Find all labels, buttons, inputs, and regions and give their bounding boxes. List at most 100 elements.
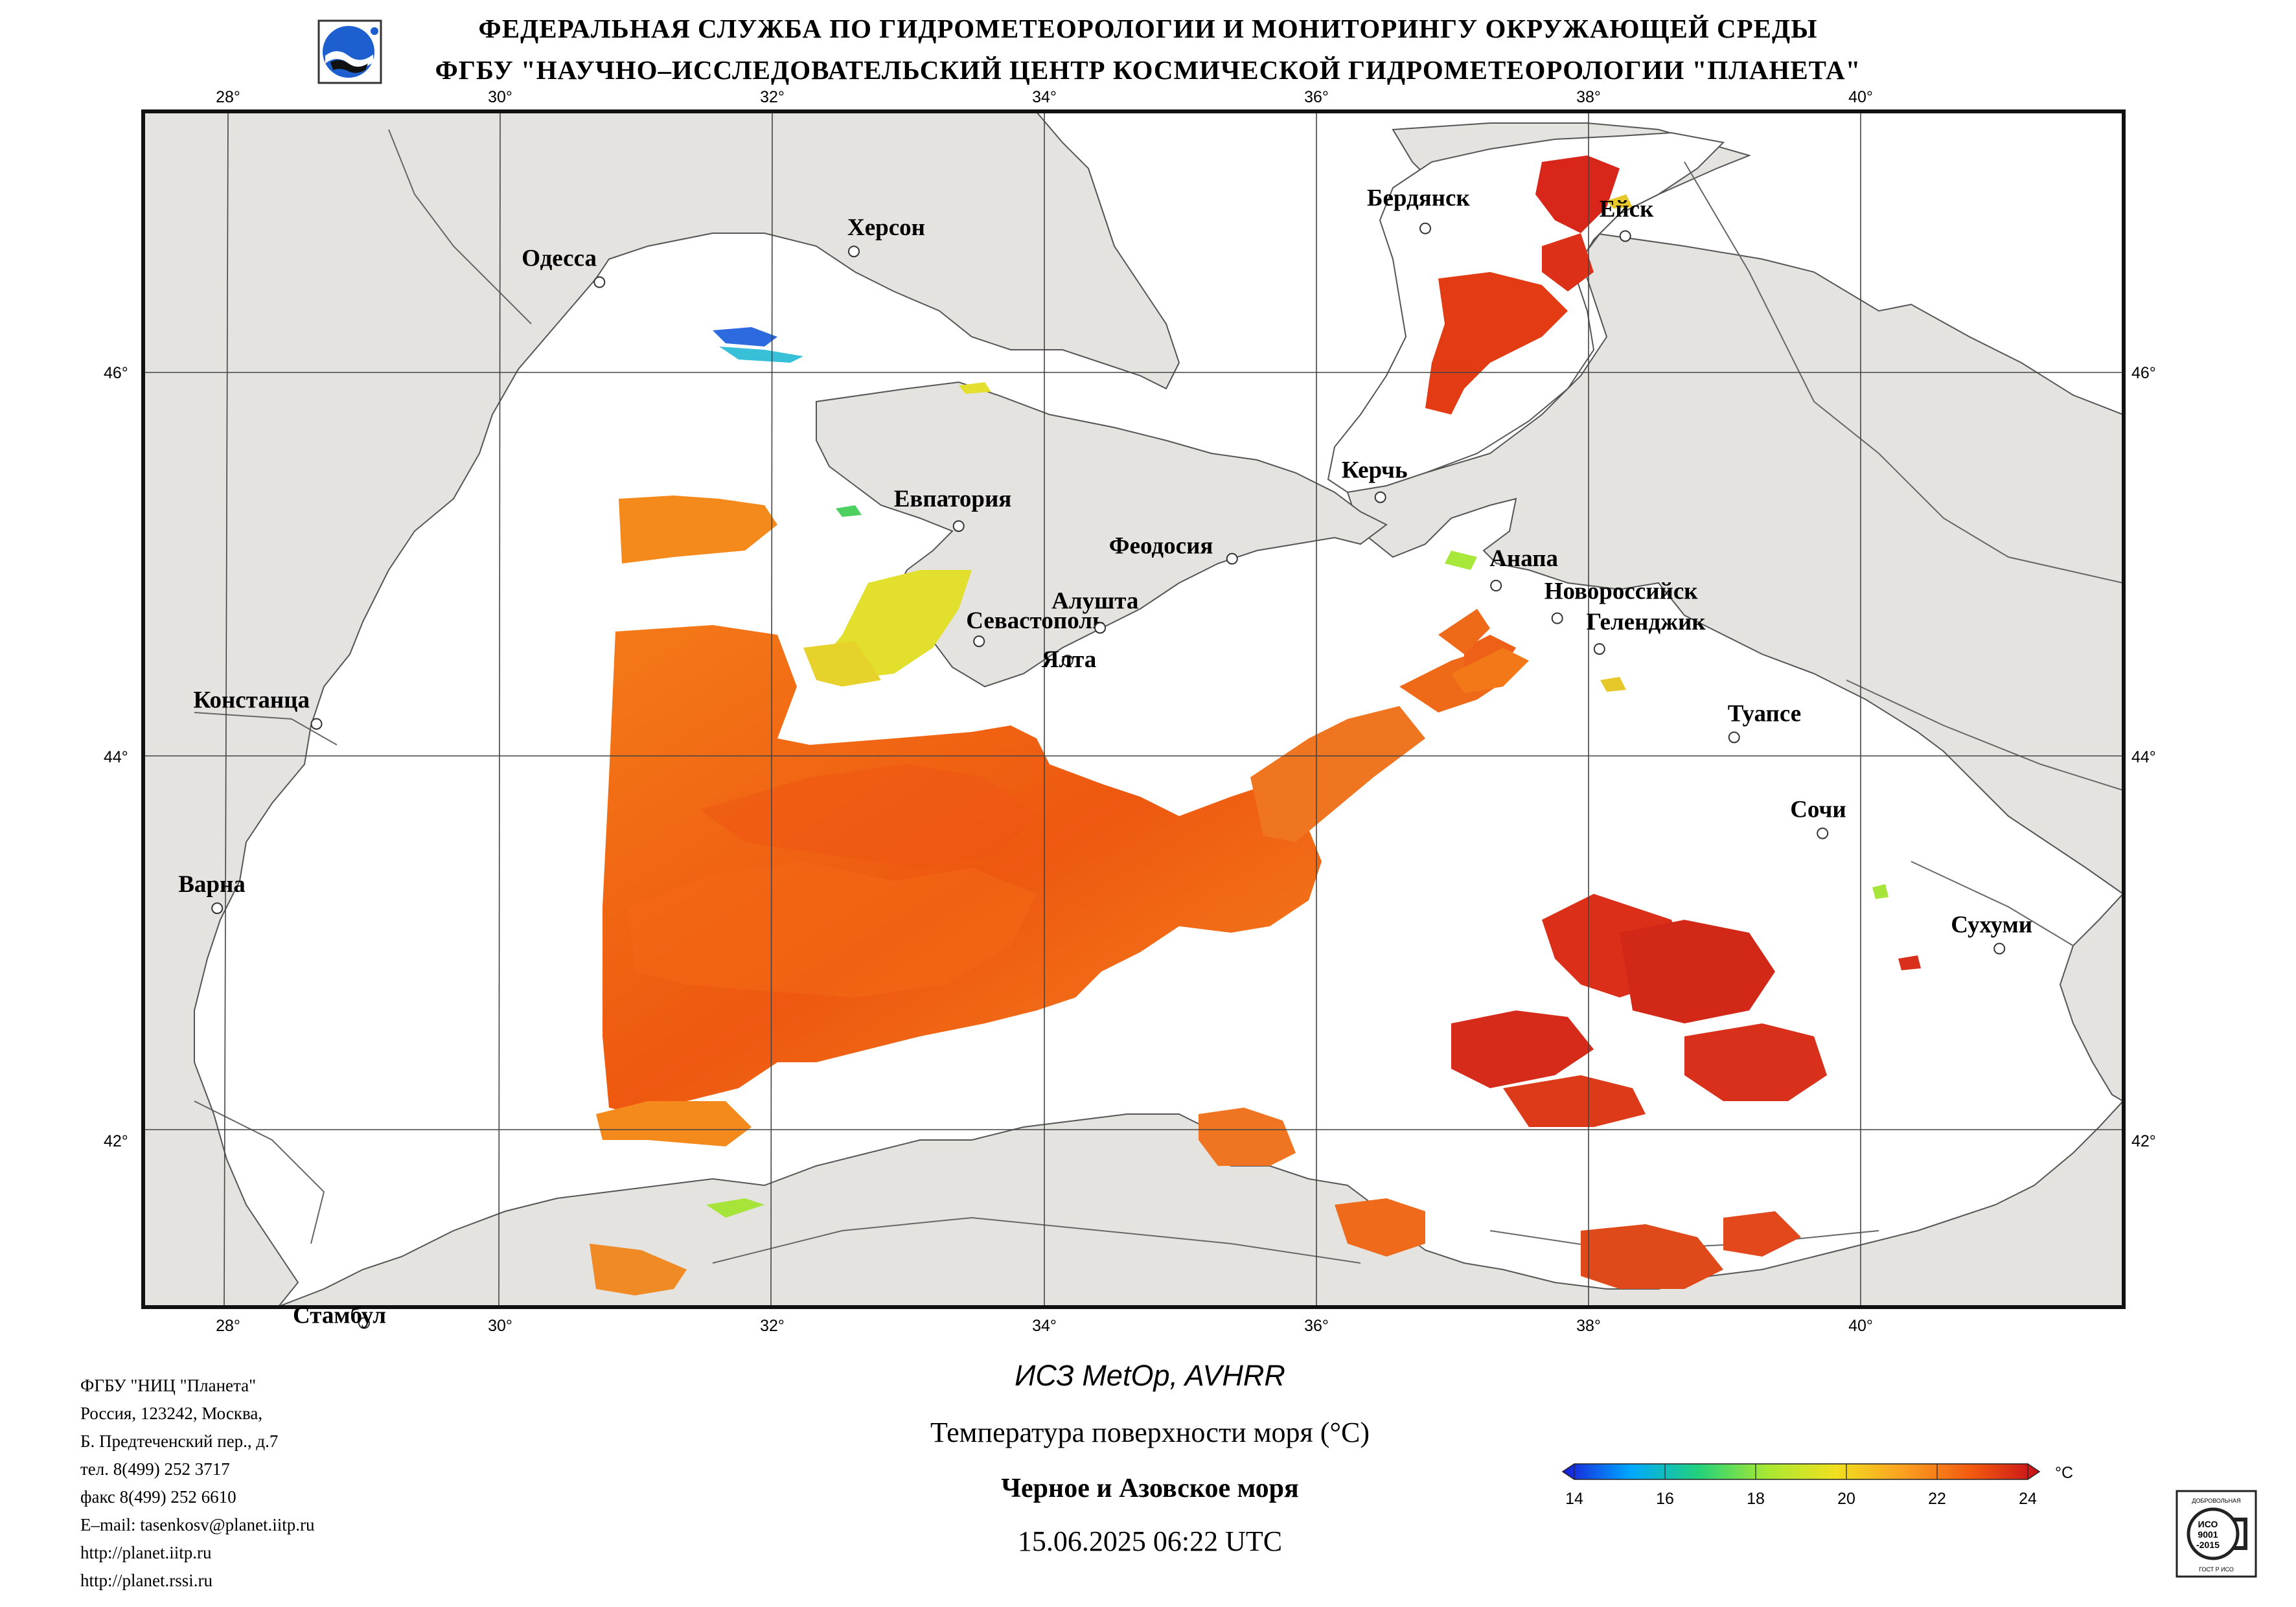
sst-patches <box>590 155 1921 1295</box>
colorbar-unit: °C <box>2055 1464 2073 1482</box>
city-name: Констанца <box>194 687 310 714</box>
header-subtitle: ФГБУ "НАУЧНО–ИССЛЕДОВАТЕЛЬСКИЙ ЦЕНТР КОС… <box>435 55 1861 85</box>
city-marker: Евпатория <box>894 486 1012 532</box>
colorbar-tick: 18 <box>1747 1490 1765 1508</box>
org-name: ФГБУ "НИЦ "Планета" <box>80 1376 257 1395</box>
city-name: Бердянск <box>1367 185 1470 212</box>
city-dot <box>593 276 606 288</box>
city-marker: Сухуми <box>1951 912 2032 955</box>
land-south <box>278 1100 2123 1306</box>
city-name: Стамбул <box>293 1303 386 1329</box>
contact-info: ФГБУ "НИЦ "Планета" Россия, 123242, Моск… <box>80 1372 315 1595</box>
city-name: Керчь <box>1342 457 1408 484</box>
city-dot <box>310 718 323 730</box>
lat-tick-right: 44° <box>2131 748 2156 766</box>
fax: факс 8(499) 252 6610 <box>80 1487 236 1507</box>
city-dot <box>1094 622 1107 634</box>
iso-mid2: 9001 <box>2198 1529 2218 1540</box>
city-dot <box>1490 580 1502 592</box>
lon-tick-bottom: 36° <box>1304 1317 1329 1335</box>
land-crimea <box>816 381 1388 688</box>
lon-tick-bottom: 38° <box>1576 1317 1601 1335</box>
city-name: Сухуми <box>1951 912 2032 939</box>
city-marker: Бердянск <box>1367 185 1470 234</box>
lon-tick-bottom: 30° <box>488 1317 512 1335</box>
city-dot <box>1619 230 1631 242</box>
city-name: Феодосия <box>1109 533 1213 560</box>
city-marker: Ялта <box>1042 646 1097 673</box>
colorbar-tick: 16 <box>1656 1490 1674 1508</box>
address-line2: Б. Предтеченский пер., д.7 <box>80 1431 279 1451</box>
lon-tick-top: 32° <box>760 88 785 106</box>
iso-mid1: ИСО <box>2198 1519 2218 1529</box>
planeta-logo <box>317 19 382 84</box>
city-name: Геленджик <box>1587 609 1706 635</box>
city-marker: Туапсе <box>1728 700 1801 744</box>
email: E–mail: tasenkosv@planet.iitp.ru <box>80 1515 315 1534</box>
city-dot <box>1551 612 1563 624</box>
lat-tick-right: 42° <box>2131 1132 2156 1150</box>
lon-tick-top: 28° <box>216 88 240 106</box>
city-labels: Херсон Одесса Бердянск Ейск Евпатория Керчь Фе… <box>178 185 2032 1329</box>
city-name: Евпатория <box>894 486 1012 512</box>
city-marker: Херсон <box>847 214 925 258</box>
city-name: Ейск <box>1600 196 1654 222</box>
city-dot <box>973 635 985 648</box>
iso-bottom-text: ГОСТ Р ИСО <box>2199 1566 2234 1573</box>
lon-tick-bottom: 34° <box>1032 1317 1057 1335</box>
region-caption: Черное и Азовское моря <box>1001 1474 1299 1503</box>
lon-tick-bottom: 32° <box>760 1317 785 1335</box>
city-marker: Керчь <box>1342 457 1408 503</box>
city-dot <box>211 902 224 915</box>
iso-badge: ДОБРОВОЛЬНАЯ ИСО 9001 -2015 ГОСТ Р ИСО <box>2175 1490 2257 1578</box>
lon-tick-top: 36° <box>1304 88 1329 106</box>
tick-labels: 28° 28° 30° 30° 32° 32° 34° 34° 36° 36° 38° 38° 40° 4… <box>104 88 2156 1335</box>
city-marker: Ейск <box>1600 196 1654 242</box>
graticule <box>144 112 2123 1306</box>
lon-tick-bottom: 40° <box>1848 1317 1873 1335</box>
city-name: Туапсе <box>1728 700 1801 727</box>
city-name: Севастополь <box>966 608 1105 634</box>
lon-tick-top: 30° <box>488 88 512 106</box>
lon-tick-top: 38° <box>1576 88 1601 106</box>
city-dot <box>1817 827 1829 839</box>
city-marker: Анапа <box>1489 545 1558 592</box>
lon-tick-bottom: 28° <box>216 1317 240 1335</box>
city-name: Алушта <box>1051 587 1138 614</box>
url2: http://planet.rssi.ru <box>80 1571 212 1590</box>
city-name: Новороссийск <box>1544 578 1699 605</box>
city-dot <box>1226 553 1238 565</box>
colorbar-tick: 14 <box>1565 1490 1583 1508</box>
city-marker: Геленджик <box>1587 609 1706 655</box>
datetime-caption: 15.06.2025 06:22 UTC <box>1017 1525 1283 1557</box>
header-title: ФЕДЕРАЛЬНАЯ СЛУЖБА ПО ГИДРОМЕТЕОРОЛОГИИ … <box>478 14 1818 43</box>
land-west <box>144 112 1180 1306</box>
colorbar-tick: 20 <box>1837 1490 1855 1508</box>
city-marker: Одесса <box>522 245 606 288</box>
land-east <box>2059 893 2123 1102</box>
city-name: Херсон <box>847 214 925 241</box>
parameter-caption: Температура поверхности моря (°C) <box>930 1417 1370 1448</box>
city-name: Ялта <box>1042 646 1097 673</box>
city-marker: Феодосия <box>1109 533 1238 565</box>
iso-top-text: ДОБРОВОЛЬНАЯ <box>2192 1498 2240 1504</box>
city-marker: Новороссийск <box>1544 578 1699 624</box>
city-name: Одесса <box>522 245 597 272</box>
land-north <box>144 112 2123 895</box>
city-dot <box>1419 222 1431 234</box>
city-dot <box>848 245 860 258</box>
lat-tick-left: 42° <box>104 1132 128 1150</box>
city-marker: Алушта <box>1051 587 1138 634</box>
url1: http://planet.iitp.ru <box>80 1543 212 1562</box>
lon-tick-top: 34° <box>1032 88 1057 106</box>
lat-tick-right: 46° <box>2131 364 2156 382</box>
city-marker: Стамбул <box>293 1303 386 1329</box>
lat-tick-left: 44° <box>104 748 128 766</box>
city-name: Сочи <box>1790 797 1846 823</box>
city-name: Варна <box>178 871 246 898</box>
city-dot <box>358 1317 370 1329</box>
city-dot <box>952 520 965 532</box>
colorbar: 14 16 18 20 22 24 °C <box>1561 1463 2073 1508</box>
city-dot <box>1061 654 1073 667</box>
